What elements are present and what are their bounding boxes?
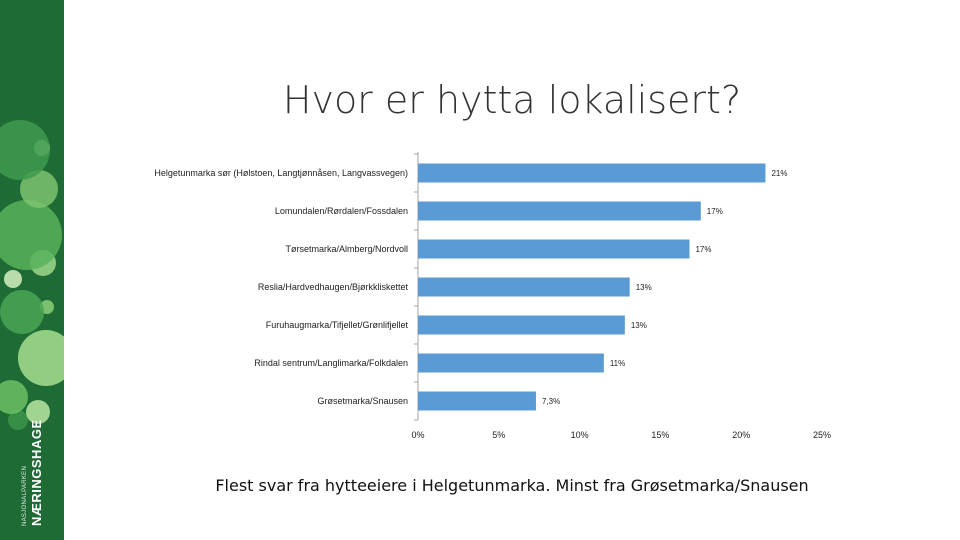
decor-circle: [0, 380, 28, 414]
decor-circle: [4, 270, 22, 288]
sidebar-decoration: NASJONALPARKEN NÆRINGSHAGE: [0, 0, 64, 540]
x-tick-label: 10%: [571, 430, 589, 440]
bar: [418, 277, 630, 297]
data-label: 21%: [771, 169, 787, 178]
category-label: Helgetunmarka sør (Hølstoen, Langtjønnås…: [154, 168, 408, 178]
data-label: 7,3%: [542, 397, 560, 406]
x-tick-label: 25%: [813, 430, 831, 440]
x-tick-label: 15%: [651, 430, 669, 440]
decor-circle: [0, 200, 62, 270]
decor-circle: [0, 290, 44, 334]
data-label: 13%: [631, 321, 647, 330]
category-label: Grøsetmarka/Snausen: [317, 396, 408, 406]
bar: [418, 391, 536, 411]
category-label: Rindal sentrum/Langlimarka/Folkdalen: [254, 358, 408, 368]
x-tick-label: 0%: [411, 430, 424, 440]
bar: [418, 353, 604, 373]
category-label: Tørsetmarka/Almberg/Nordvoll: [285, 244, 408, 254]
decor-circle: [18, 330, 64, 386]
slide-footnote: Flest svar fra hytteeiere i Helgetunmark…: [215, 476, 809, 495]
category-label: Reslia/Hardvedhaugen/Bjørkkliskettet: [258, 282, 409, 292]
x-tick-label: 20%: [732, 430, 750, 440]
bar: [418, 201, 701, 221]
category-label: Lomundalen/Rørdalen/Fossdalen: [275, 206, 408, 216]
category-label: Furuhaugmarka/Tifjellet/Grønlifjellet: [266, 320, 409, 330]
x-tick-label: 5%: [492, 430, 505, 440]
data-label: 11%: [610, 359, 625, 368]
decor-circle: [8, 410, 28, 430]
data-label: 13%: [636, 283, 652, 292]
data-label: 17%: [707, 207, 723, 216]
bar: [418, 315, 625, 335]
bar: [418, 163, 766, 183]
decor-circle: [26, 400, 50, 424]
data-label: 17%: [695, 245, 711, 254]
slide-title: Hvor er hytta lokalisert?: [282, 78, 742, 122]
decor-circle: [0, 120, 50, 180]
bar: [418, 239, 690, 259]
